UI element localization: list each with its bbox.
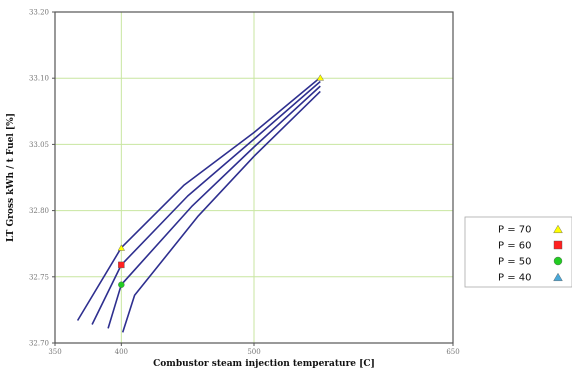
x-axis-title: Combustor steam injection temperature [C… — [153, 359, 375, 369]
legend-box — [464, 216, 572, 288]
series-line-1 — [76, 76, 321, 321]
x-tick-label: 350 — [48, 348, 61, 356]
x-tick-label: 500 — [247, 348, 260, 356]
series-line-2 — [91, 80, 321, 325]
x-tick-label: 400 — [115, 348, 128, 356]
data-point-marker — [118, 281, 125, 288]
legend-marker — [553, 240, 563, 250]
legend-label: P = 50 — [498, 257, 532, 268]
y-axis-title: LT Gross kWh / t Fuel [%] — [6, 113, 16, 242]
x-tick-label: 650 — [446, 348, 459, 356]
legend-marker — [553, 256, 563, 266]
legend-marker — [553, 272, 563, 281]
y-tick-label: 33.20 — [29, 9, 49, 17]
y-tick-label: 33.10 — [29, 75, 49, 83]
data-point-marker — [118, 261, 125, 269]
legend-label: P = 70 — [498, 225, 532, 236]
data-point-marker — [117, 244, 125, 251]
y-tick-label: 33.05 — [29, 141, 49, 149]
y-tick-label: 32.80 — [29, 207, 49, 215]
y-tick-label: 32.75 — [29, 273, 49, 281]
legend-marker — [553, 224, 563, 234]
data-point-marker — [316, 74, 324, 81]
series-line-4 — [121, 90, 321, 333]
legend-label: P = 40 — [498, 273, 532, 284]
series-line-3 — [107, 85, 321, 329]
y-tick-label: 32.70 — [29, 340, 49, 348]
legend-label: P = 60 — [498, 241, 532, 252]
